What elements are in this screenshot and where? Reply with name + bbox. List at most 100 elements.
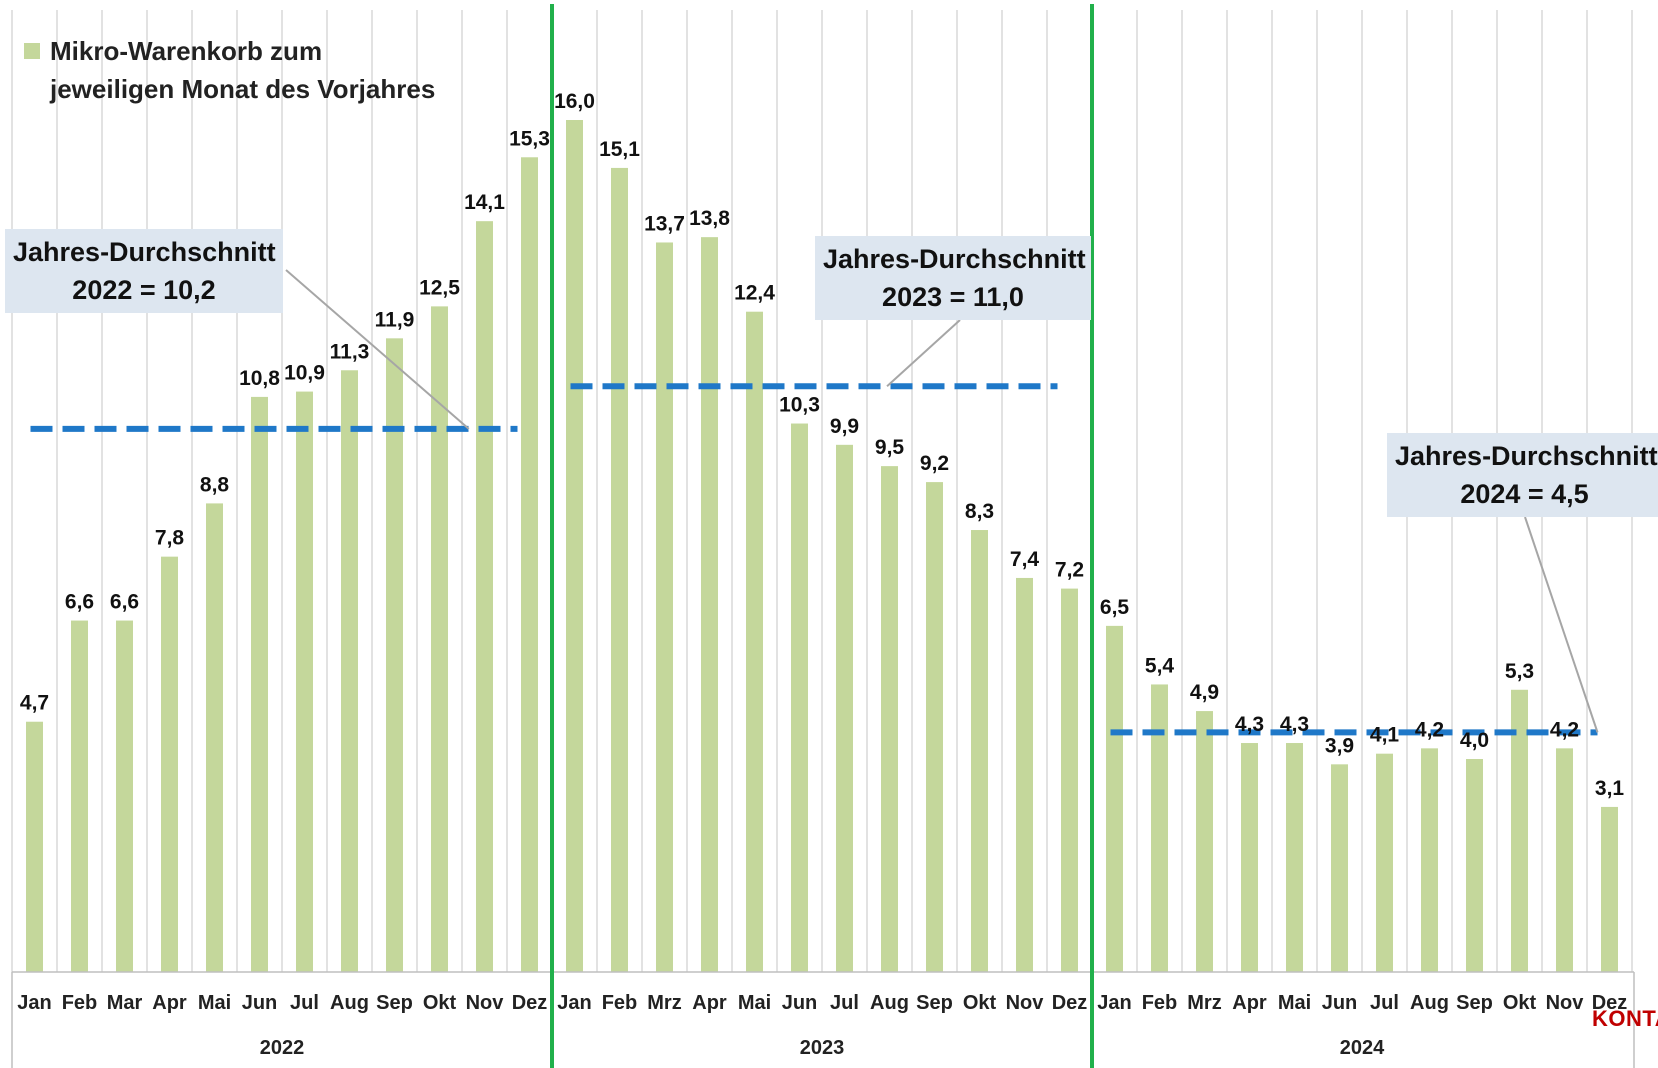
data-label: 7,2: [1055, 559, 1084, 582]
bar: [656, 242, 673, 973]
data-label: 15,1: [599, 138, 640, 161]
bar: [1196, 711, 1213, 972]
data-label: 12,4: [734, 282, 775, 305]
month-tick-label: Apr: [1232, 992, 1267, 1014]
month-tick-label: Jun: [242, 992, 278, 1014]
month-tick-label: Mai: [198, 992, 231, 1014]
month-tick-label: Aug: [1410, 992, 1449, 1014]
data-label: 10,9: [284, 362, 325, 385]
bar: [1016, 577, 1033, 972]
data-label: 4,9: [1190, 681, 1219, 704]
average-callout-title: Jahres-Durchschnitt: [13, 237, 276, 267]
month-tick-label: Mai: [738, 992, 771, 1014]
bar: [611, 167, 628, 973]
month-tick-label: Jul: [1370, 992, 1399, 1014]
month-tick-label: Aug: [330, 992, 369, 1014]
bar: [521, 157, 538, 972]
year-dividers: [550, 4, 1094, 1068]
month-tick-label: Nov: [1006, 992, 1045, 1014]
month-tick-label: Dez: [512, 992, 548, 1014]
bar: [476, 221, 493, 973]
data-label: 5,4: [1145, 654, 1175, 677]
data-label: 9,9: [830, 415, 859, 438]
bar: [1106, 625, 1123, 972]
bar: [1556, 748, 1573, 972]
bar: [1061, 588, 1078, 972]
bar: [206, 503, 223, 972]
callout-leader-line: [1524, 516, 1599, 733]
bar: [746, 311, 763, 972]
month-tick-label: Jan: [557, 992, 591, 1014]
callout-leader-line: [285, 269, 470, 430]
month-tick-label: Okt: [1503, 992, 1537, 1014]
bar: [71, 620, 88, 972]
data-label: 11,3: [330, 340, 370, 363]
month-tick-label: Mar: [107, 992, 143, 1014]
x-axis: Jan Feb Mar Apr Mai Jun Jul Aug Sep Okt Nov Dez 2022…: [11, 971, 1635, 1068]
bar: [1151, 684, 1168, 972]
data-label: 10,8: [239, 367, 280, 390]
month-tick-label: Sep: [916, 992, 953, 1014]
data-label: 15,3: [509, 127, 550, 150]
average-lines: [30, 383, 1598, 736]
legend-swatch: [24, 43, 40, 59]
month-tick-label: Mrz: [1187, 992, 1221, 1014]
data-label: 10,3: [779, 394, 820, 417]
data-label: 4,2: [1550, 718, 1579, 741]
bar: [1511, 689, 1528, 972]
month-tick-label: Mai: [1278, 992, 1311, 1014]
data-label: 5,3: [1505, 660, 1534, 683]
average-callout-value: 2023 = 11,0: [882, 282, 1024, 312]
bar: [971, 530, 988, 972]
data-label: 3,9: [1325, 734, 1354, 757]
data-label: 11,9: [375, 308, 415, 331]
month-tick-label: Jun: [782, 992, 818, 1014]
month-tick-label: Jul: [290, 992, 319, 1014]
year-tick-label: 2022: [260, 1037, 305, 1059]
data-label: 8,8: [200, 473, 230, 496]
average-callout-title: Jahres-Durchschnitt: [823, 244, 1086, 274]
bar: [341, 370, 358, 972]
brand-logo-text: KONTA: [1592, 1006, 1658, 1031]
bar: [1376, 753, 1393, 972]
data-label: 4,2: [1415, 718, 1444, 741]
month-tick-label: Feb: [1142, 992, 1178, 1014]
month-tick-label: Apr: [692, 992, 727, 1014]
month-tick-label: Dez: [1592, 992, 1628, 1014]
data-label: 9,2: [920, 452, 949, 475]
year-tick-label: 2023: [800, 1037, 845, 1059]
month-tick-label: Aug: [870, 992, 909, 1014]
data-label: 4,3: [1235, 713, 1264, 736]
bar: [1601, 806, 1618, 972]
data-label: 3,1: [1595, 777, 1625, 800]
data-label: 12,5: [419, 276, 460, 299]
bar: [26, 721, 43, 972]
bar: [296, 391, 313, 972]
month-tick-label: Okt: [963, 992, 997, 1014]
month-tick-label: Okt: [423, 992, 457, 1014]
data-label: 8,3: [965, 500, 994, 523]
data-label: 7,4: [1010, 548, 1040, 571]
month-tick-label: Jan: [17, 992, 51, 1014]
bar: [116, 620, 133, 972]
legend-label-line1: Mikro-Warenkorb zum: [50, 36, 323, 66]
data-label: 6,6: [65, 591, 94, 614]
data-label: 13,7: [644, 212, 685, 235]
legend: Mikro-Warenkorb zum jeweiligen Monat des…: [24, 32, 435, 108]
average-callout-2024: Jahres-Durchschnitt 2024 = 4,5: [1387, 433, 1658, 517]
average-callout-value: 2022 = 10,2: [72, 275, 216, 305]
bar: [386, 338, 403, 972]
average-callout-value: 2024 = 4,5: [1460, 479, 1589, 509]
bar: [791, 423, 808, 972]
month-tick-label: Feb: [602, 992, 638, 1014]
data-label: 4,7: [20, 692, 49, 715]
month-tick-label: Sep: [376, 992, 413, 1014]
month-tick-label: Nov: [1546, 992, 1585, 1014]
legend-label-line2: jeweiligen Monat des Vorjahres: [50, 74, 436, 104]
data-label: 6,6: [110, 591, 139, 614]
data-label: 4,3: [1280, 713, 1309, 736]
bar: [1331, 764, 1348, 972]
data-label: 4,0: [1460, 729, 1489, 752]
bar: [1286, 743, 1303, 972]
